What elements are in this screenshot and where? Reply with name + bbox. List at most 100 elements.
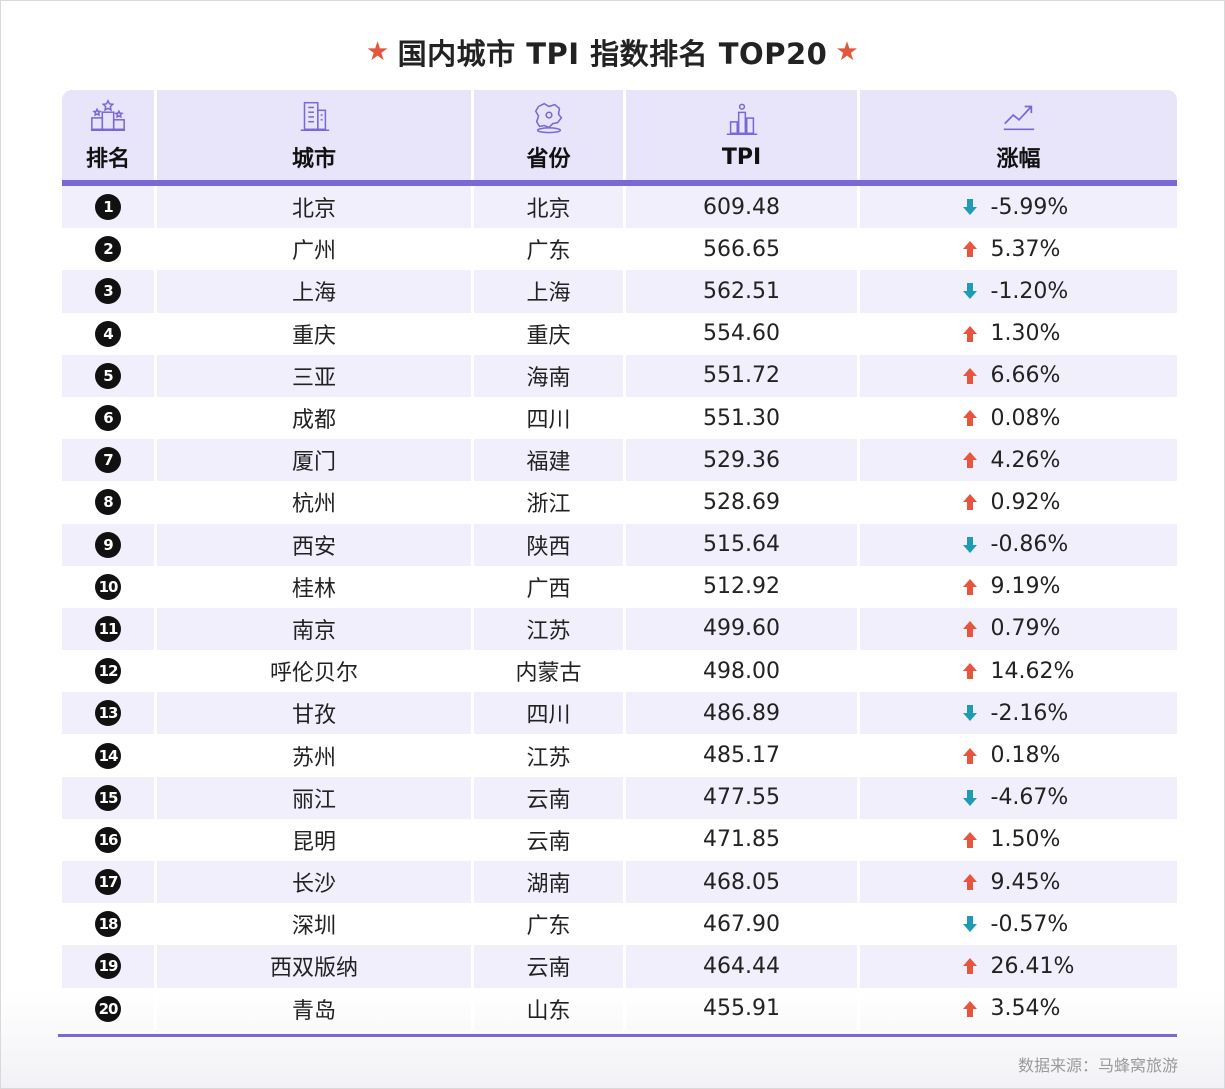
table-row: 9 西安 陕西 515.64 -0.86% <box>62 523 1177 566</box>
province-cell: 广东 <box>474 903 626 946</box>
header-change: 涨幅 <box>860 90 1177 180</box>
table-row: 13 甘孜 四川 486.89 -2.16% <box>62 692 1177 735</box>
table-header: 排名 城市 省份 <box>62 90 1177 180</box>
table-row: 16 昆明 云南 471.85 1.50% <box>62 818 1177 861</box>
rank-badge: 17 <box>95 869 121 896</box>
change-cell: -2.16% <box>860 692 1177 734</box>
rank-cell: 12 <box>62 650 157 693</box>
province-cell: 云南 <box>474 945 626 988</box>
change-cell: 6.66% <box>860 355 1177 397</box>
arrow-up-icon <box>959 407 981 429</box>
trend-up-icon <box>1003 105 1034 131</box>
change-value: 6.66% <box>990 363 1061 389</box>
arrow-down-icon <box>959 787 981 809</box>
tpi-cell: 477.55 <box>626 776 860 819</box>
arrow-up-icon <box>959 449 981 471</box>
change-cell: -1.20% <box>860 270 1177 312</box>
tpi-cell: 551.30 <box>626 396 860 440</box>
province-cell: 内蒙古 <box>474 650 626 693</box>
change-cell: 3.54% <box>860 988 1177 1030</box>
arrow-up-icon <box>959 829 981 851</box>
rank-badge: 16 <box>95 826 121 853</box>
table-row: 10 桂林 广西 512.92 9.19% <box>62 565 1177 608</box>
change-value: -4.67% <box>990 785 1069 811</box>
change-value: 4.26% <box>990 447 1061 473</box>
tpi-cell: 529.36 <box>626 439 860 482</box>
arrow-up-icon <box>959 576 981 598</box>
arrow-down-icon <box>959 196 981 218</box>
change-value: -1.20% <box>990 278 1069 304</box>
change-value: 9.45% <box>990 869 1061 895</box>
change-cell: 0.79% <box>860 608 1177 650</box>
arrow-down-icon <box>959 913 981 935</box>
rank-cell: 18 <box>62 903 157 946</box>
change-value: -2.16% <box>990 700 1069 726</box>
rank-cell: 20 <box>62 987 157 1030</box>
province-cell: 陕西 <box>474 523 626 566</box>
change-value: 1.30% <box>990 321 1061 347</box>
province-cell: 四川 <box>474 396 626 440</box>
table-row: 17 长沙 湖南 468.05 9.45% <box>62 861 1177 904</box>
tpi-cell: 562.51 <box>626 270 860 313</box>
tpi-cell: 485.17 <box>626 734 860 777</box>
change-cell: -0.86% <box>860 524 1177 566</box>
rank-badge: 2 <box>95 236 121 263</box>
table-row: 20 青岛 山东 455.91 3.54% <box>62 987 1177 1030</box>
change-value: 0.92% <box>990 489 1061 515</box>
city-cell: 丽江 <box>157 776 474 819</box>
city-cell: 广州 <box>157 228 474 271</box>
city-cell: 上海 <box>157 270 474 313</box>
rank-badge: 1 <box>95 194 121 221</box>
change-value: 3.54% <box>990 996 1061 1022</box>
city-cell: 西安 <box>157 523 474 566</box>
rank-cell: 9 <box>62 523 157 566</box>
arrow-up-icon <box>959 365 981 387</box>
header-rank: 排名 <box>62 90 157 180</box>
change-value: -0.86% <box>990 532 1069 558</box>
rank-cell: 1 <box>62 186 157 229</box>
rank-badge: 9 <box>95 531 121 558</box>
rank-cell: 17 <box>62 861 157 904</box>
tpi-cell: 551.72 <box>626 354 860 397</box>
rank-badge: 7 <box>95 447 121 474</box>
table-row: 3 上海 上海 562.51 -1.20% <box>62 270 1177 313</box>
tpi-cell: 455.91 <box>626 987 860 1030</box>
province-cell: 重庆 <box>474 312 626 355</box>
province-cell: 海南 <box>474 354 626 397</box>
tpi-cell: 528.69 <box>626 481 860 524</box>
change-value: 14.62% <box>990 658 1075 684</box>
tpi-cell: 515.64 <box>626 523 860 566</box>
province-cell: 广西 <box>474 565 626 608</box>
change-cell: 26.41% <box>860 945 1177 987</box>
header-province: 省份 <box>474 90 626 180</box>
table-row: 15 丽江 云南 477.55 -4.67% <box>62 776 1177 819</box>
tpi-cell: 486.89 <box>626 692 860 735</box>
rank-cell: 2 <box>62 228 157 271</box>
arrow-up-icon <box>959 955 981 977</box>
change-value: -0.57% <box>990 911 1069 937</box>
province-cell: 浙江 <box>474 481 626 524</box>
table-row: 18 深圳 广东 467.90 -0.57% <box>62 903 1177 946</box>
province-cell: 北京 <box>474 186 626 229</box>
bottom-divider <box>58 1034 1177 1037</box>
table-row: 2 广州 广东 566.65 5.37% <box>62 228 1177 271</box>
arrow-up-icon <box>959 618 981 640</box>
province-cell: 福建 <box>474 439 626 482</box>
change-cell: 9.45% <box>860 861 1177 903</box>
city-cell: 青岛 <box>157 987 474 1030</box>
rank-badge: 15 <box>95 784 121 811</box>
arrow-up-icon <box>959 745 981 767</box>
ranking-podium-icon <box>90 99 126 132</box>
city-cell: 昆明 <box>157 818 474 861</box>
table-row: 12 呼伦贝尔 内蒙古 498.00 14.62% <box>62 650 1177 693</box>
change-value: -5.99% <box>990 194 1069 220</box>
rank-cell: 4 <box>62 312 157 355</box>
province-cell: 四川 <box>474 692 626 735</box>
province-cell: 云南 <box>474 776 626 819</box>
table-body: 1 北京 北京 609.48 -5.99% 2 广州 广东 566.65 5.37% 3 上海 上海 56… <box>62 186 1177 1030</box>
header-province-label: 省份 <box>526 147 571 172</box>
province-cell: 山东 <box>474 987 626 1030</box>
change-value: 1.50% <box>990 827 1061 853</box>
rank-cell: 15 <box>62 776 157 819</box>
rank-cell: 16 <box>62 818 157 861</box>
